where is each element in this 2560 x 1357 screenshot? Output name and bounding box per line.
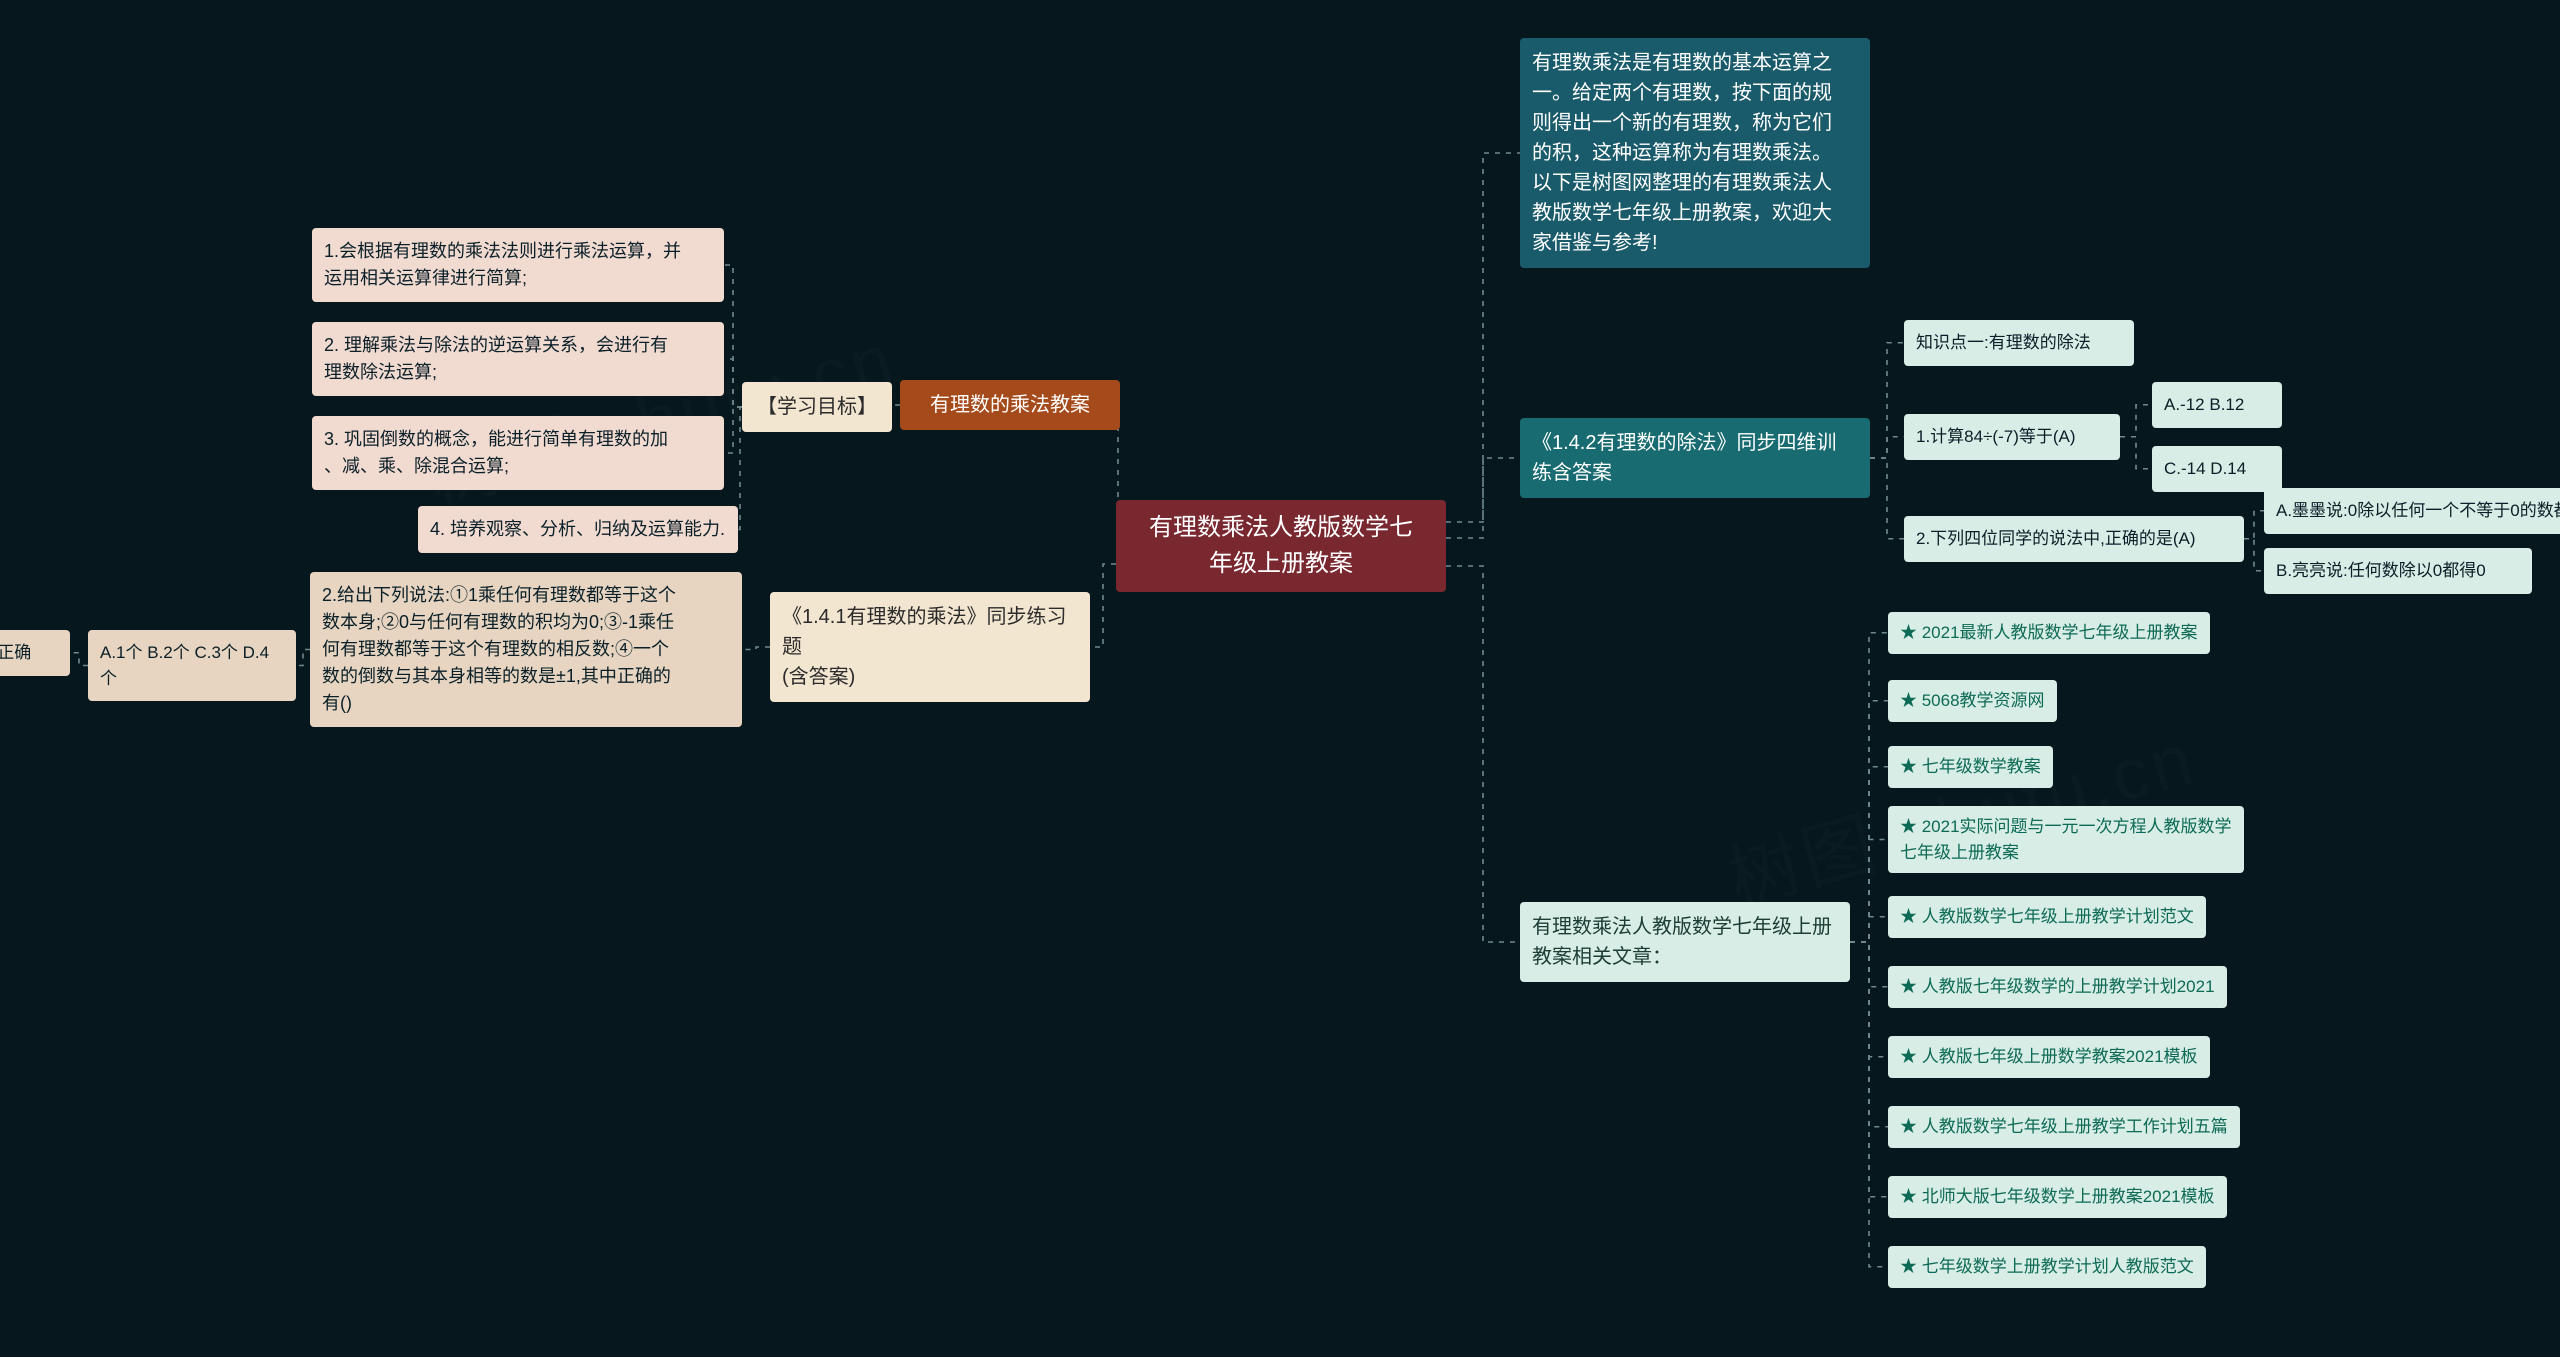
right-branch1-child-2-sub-1: B.亮亮说:任何数除以0都得0 (2264, 548, 2532, 594)
right-branch1-child-2-sub-0: A.墨墨说:0除以任何一个不等于0的数都得0 (2264, 488, 2560, 534)
related-link-0[interactable]: ★ 2021最新人教版数学七年级上册教案 (1888, 612, 2210, 654)
left-branch2-options: A.1个 B.2个 C.3个 D.4个 (88, 630, 296, 701)
left-branch2-node: 《1.4.1有理数的乘法》同步练习题 (含答案) (770, 592, 1090, 702)
right-branch1-child-1-sub-0: A.-12 B.12 (2152, 382, 2282, 428)
related-link-5[interactable]: ★ 人教版七年级数学的上册教学计划2021 (1888, 966, 2227, 1008)
right-branch1-child-2: 2.下列四位同学的说法中,正确的是(A) (1904, 516, 2244, 562)
right-branch1-child-0: 知识点一:有理数的除法 (1904, 320, 2134, 366)
left-branch1-child-1: 2. 理解乘法与除法的逆运算关系，会进行有 理数除法运算; (312, 322, 724, 396)
related-link-7[interactable]: ★ 人教版数学七年级上册教学工作计划五篇 (1888, 1106, 2240, 1148)
left-branch1-child-2: 3. 巩固倒数的概念，能进行简单有理数的加 、减、乘、除混合运算; (312, 416, 724, 490)
related-link-1[interactable]: ★ 5068教学资源网 (1888, 680, 2057, 722)
related-link-2[interactable]: ★ 七年级数学教案 (1888, 746, 2053, 788)
right-branch1-node: 《1.4.2有理数的除法》同步四维训 练含答案 (1520, 418, 1870, 498)
left-branch1-child-3: 4. 培养观察、分析、归纳及运算能力. (418, 506, 738, 553)
left-branch2-child: 2.给出下列说法:①1乘任何有理数都等于这个 数本身;②0与任何有理数的积均为0… (310, 572, 742, 727)
left-branch1-sub: 【学习目标】 (742, 382, 892, 432)
left-branch1-node: 有理数的乘法教案 (900, 380, 1120, 430)
right-branch1-child-1: 1.计算84÷(-7)等于(A) (1904, 414, 2120, 460)
related-link-9[interactable]: ★ 七年级数学上册教学计划人教版范文 (1888, 1246, 2206, 1288)
related-link-6[interactable]: ★ 人教版七年级上册数学教案2021模板 (1888, 1036, 2210, 1078)
related-link-3[interactable]: ★ 2021实际问题与一元一次方程人教版数学 七年级上册教案 (1888, 806, 2244, 873)
left-branch2-answer: 答案D这四个说法全部正确 (0, 630, 70, 676)
root-node: 有理数乘法人教版数学七 年级上册教案 (1116, 500, 1446, 592)
related-link-4[interactable]: ★ 人教版数学七年级上册教学计划范文 (1888, 896, 2206, 938)
left-branch1-child-0: 1.会根据有理数的乘法法则进行乘法运算，并 运用相关运算律进行简算; (312, 228, 724, 302)
right-intro: 有理数乘法是有理数的基本运算之 一。给定两个有理数，按下面的规 则得出一个新的有… (1520, 38, 1870, 268)
related-link-8[interactable]: ★ 北师大版七年级数学上册教案2021模板 (1888, 1176, 2227, 1218)
right-branch1-child-1-sub-1: C.-14 D.14 (2152, 446, 2282, 492)
right-branch2-node: 有理数乘法人教版数学七年级上册 教案相关文章： (1520, 902, 1850, 982)
